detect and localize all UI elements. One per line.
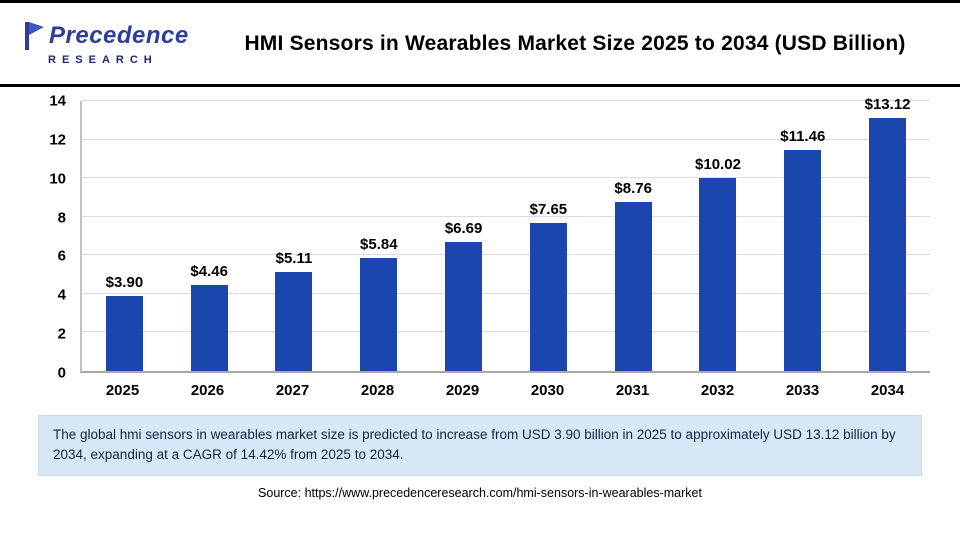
bar-group: $6.69 — [421, 101, 506, 371]
gridline — [82, 331, 930, 333]
bar-value-label: $6.69 — [444, 219, 483, 237]
bar-group: $8.76 — [591, 101, 676, 371]
y-tick-label: 14 — [49, 92, 66, 110]
x-axis-label: 2025 — [105, 382, 140, 399]
header: Precedence RESEARCH HMI Sensors in Weara… — [0, 3, 960, 87]
bars: $3.90 $4.46 $5.11 $5.84 $6.69 $7.65 $8.76 $10.0… — [82, 96, 930, 371]
chart-area: 0 2 4 6 8 10 12 14 $3.90 $4.46 $5.11 $5.84 $6.69 $7.… — [0, 87, 960, 399]
logo-text: Precedence — [49, 22, 189, 49]
gridline — [82, 292, 930, 294]
bar — [784, 150, 822, 371]
gridline — [82, 177, 930, 179]
bar-value-label: $10.02 — [695, 155, 741, 173]
gridline — [82, 215, 930, 217]
gridline — [82, 138, 930, 140]
x-axis-label: 2029 — [445, 382, 480, 399]
x-axis-label: 2033 — [785, 382, 820, 399]
bar — [699, 177, 737, 371]
bar-value-label: $3.90 — [105, 273, 144, 291]
bar-value-label: $4.46 — [190, 263, 228, 280]
logo-top-row: Precedence — [22, 21, 194, 51]
page-title: HMI Sensors in Wearables Market Size 202… — [244, 31, 906, 55]
x-axis-label: 2034 — [870, 382, 905, 399]
precedence-logo: Precedence RESEARCH — [22, 21, 194, 66]
bar — [445, 241, 483, 371]
gridline — [82, 100, 930, 101]
y-tick-label: 8 — [57, 209, 66, 227]
bar-value-label: $13.12 — [864, 95, 911, 113]
x-axis-label: 2028 — [360, 382, 395, 399]
bar-group: $11.46 — [760, 101, 845, 371]
plot-row: 0 2 4 6 8 10 12 14 $3.90 $4.46 $5.11 $5.84 $6.69 $7.… — [30, 93, 930, 382]
x-axis-label: 2032 — [700, 382, 735, 399]
bar-group: $5.11 — [252, 101, 337, 371]
bar-group: $10.02 — [676, 101, 761, 371]
bar — [869, 117, 907, 371]
y-tick-label: 10 — [49, 170, 66, 188]
bar — [529, 223, 567, 371]
gridline — [82, 254, 930, 256]
bar — [190, 285, 228, 371]
bar-group: $4.46 — [167, 101, 252, 371]
bar-value-label: $7.65 — [529, 201, 568, 219]
y-tick-label: 4 — [57, 286, 66, 304]
bar — [275, 272, 313, 371]
bar-group: $13.12 — [845, 96, 930, 371]
y-axis: 0 2 4 6 8 10 12 14 — [30, 93, 80, 382]
bar — [360, 258, 398, 371]
y-tick-label: 0 — [57, 364, 66, 382]
plot: $3.90 $4.46 $5.11 $5.84 $6.69 $7.65 $8.76 $10.0… — [80, 96, 930, 373]
bar-group: $5.84 — [336, 101, 421, 371]
logo-p-icon — [25, 22, 44, 50]
source-line: Source: https://www.precedenceresearch.c… — [258, 485, 702, 500]
x-axis-label: 2026 — [190, 382, 225, 399]
logo-subtext: RESEARCH — [48, 54, 158, 66]
x-axis-label: 2031 — [615, 382, 650, 399]
bar-value-label: $11.46 — [780, 128, 826, 145]
y-tick-label: 6 — [57, 247, 66, 265]
bar — [614, 202, 652, 371]
bar-value-label: $5.84 — [360, 236, 398, 254]
bar-value-label: $5.11 — [275, 250, 313, 268]
x-axis: 2025 2026 2027 2028 2029 2030 2031 2032 2033 2034 — [80, 373, 930, 399]
bar-group: $7.65 — [506, 101, 591, 371]
x-axis-label: 2030 — [530, 382, 565, 399]
bar — [105, 295, 143, 371]
summary-note: The global hmi sensors in wearables mark… — [38, 415, 922, 476]
y-tick-label: 12 — [49, 131, 66, 149]
x-axis-label: 2027 — [275, 382, 310, 399]
y-tick-label: 2 — [57, 325, 66, 343]
bar-group: $3.90 — [82, 101, 167, 371]
bar-value-label: $8.76 — [614, 180, 652, 198]
